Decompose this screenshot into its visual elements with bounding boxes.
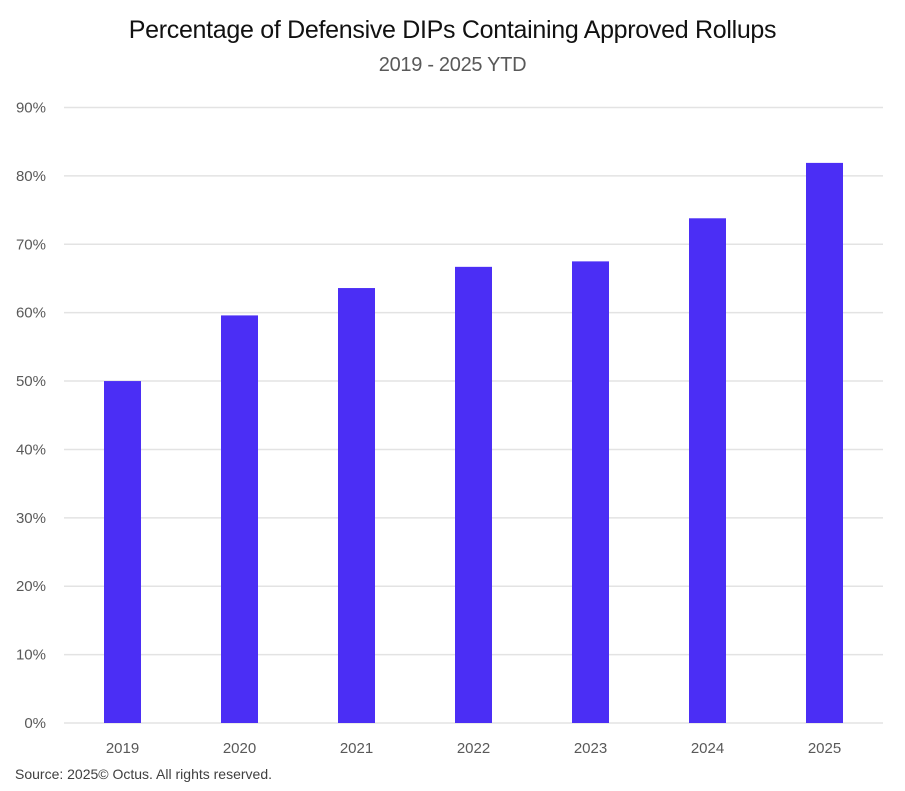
bar-2024 <box>689 218 726 724</box>
x-tick-label: 2020 <box>223 740 256 757</box>
y-tick-label: 10% <box>16 647 46 664</box>
y-tick-label: 30% <box>16 510 46 527</box>
x-axis-ticks: 2019 2020 2021 2022 2023 2024 2025 <box>106 740 841 757</box>
bar-2025 <box>806 162 843 723</box>
y-tick-label: 80% <box>16 168 46 185</box>
y-tick-label: 70% <box>16 236 46 253</box>
x-tick-label: 2025 <box>808 740 841 757</box>
x-tick-label: 2022 <box>457 740 490 757</box>
y-tick-label: 60% <box>16 305 46 322</box>
bar-2022 <box>455 266 492 723</box>
bar-2020 <box>221 315 258 723</box>
chart-subtitle: 2019 - 2025 YTD <box>378 54 527 76</box>
x-tick-label: 2021 <box>340 740 373 757</box>
bar-2019 <box>104 381 141 723</box>
x-tick-label: 2024 <box>691 740 724 757</box>
bars <box>104 162 843 724</box>
y-tick-label: 20% <box>16 578 46 595</box>
chart-title: Percentage of Defensive DIPs Containing … <box>128 16 777 44</box>
y-tick-label: 40% <box>16 441 46 458</box>
bar-2021 <box>338 288 375 723</box>
x-tick-label: 2019 <box>106 740 139 757</box>
y-axis-ticks: 0% 10% 20% 30% 40% 50% 60% 70% 80% 90% <box>16 100 46 733</box>
x-tick-label: 2023 <box>574 740 607 757</box>
bar-2023 <box>572 261 609 723</box>
y-tick-label: 0% <box>24 715 46 732</box>
source-note: Source: 2025© Octus. All rights reserved… <box>15 766 272 782</box>
y-tick-label: 50% <box>16 373 46 390</box>
y-tick-label: 90% <box>16 100 46 117</box>
